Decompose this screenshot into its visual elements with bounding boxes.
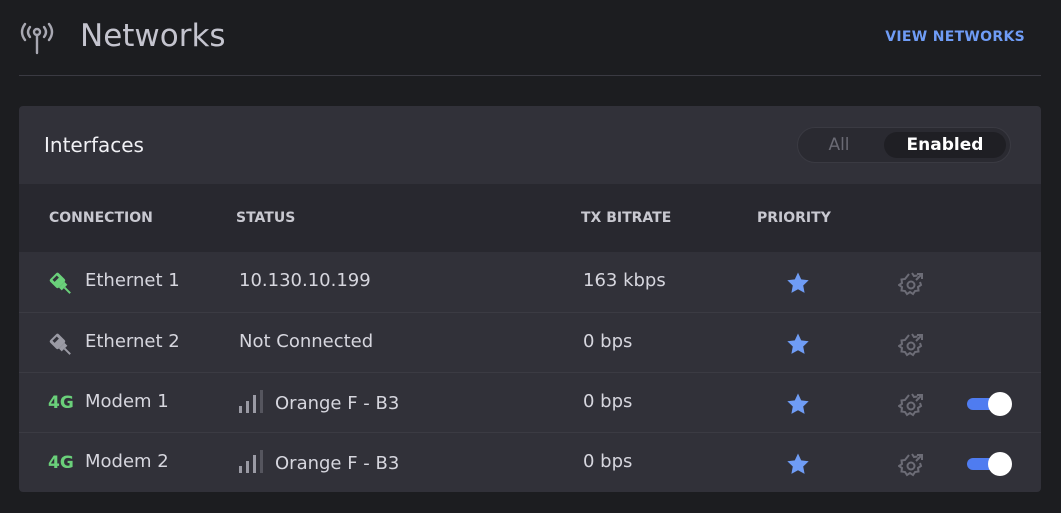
antenna-icon <box>20 22 54 55</box>
column-priority: PRIORITY <box>757 210 831 226</box>
toggle-knob <box>988 392 1012 416</box>
filter-all[interactable]: All <box>828 135 850 155</box>
page-title: Networks <box>80 18 226 54</box>
settings-gear-icon[interactable] <box>897 450 926 483</box>
priority-star-icon[interactable] <box>786 332 810 361</box>
table-row: Ethernet 1 10.130.10.199 163 kbps <box>19 252 1041 312</box>
tx-bitrate: 0 bps <box>583 451 633 472</box>
column-tx-bitrate: TX BITRATE <box>581 210 672 226</box>
status-text: Orange F - B3 <box>275 393 400 414</box>
settings-gear-icon[interactable] <box>897 269 926 302</box>
connection-name: Ethernet 2 <box>85 331 180 352</box>
signal-bars-icon <box>239 390 263 413</box>
card-title: Interfaces <box>44 133 144 157</box>
status-text: 10.130.10.199 <box>239 270 371 291</box>
priority-star-icon[interactable] <box>786 452 810 481</box>
column-status: STATUS <box>236 210 296 226</box>
table-header: CONNECTION STATUS TX BITRATE PRIORITY <box>19 184 1041 252</box>
enable-toggle[interactable] <box>967 392 1013 416</box>
divider <box>19 75 1041 76</box>
4g-badge: 4G <box>48 393 74 413</box>
table-row: 4G Modem 1 Orange F - B3 0 bps <box>19 372 1041 432</box>
tx-bitrate: 163 kbps <box>583 270 666 291</box>
table-row: Ethernet 2 Not Connected 0 bps <box>19 312 1041 372</box>
settings-gear-icon[interactable] <box>897 390 926 423</box>
priority-star-icon[interactable] <box>786 271 810 300</box>
view-networks-link[interactable]: VIEW NETWORKS <box>885 29 1025 45</box>
signal-bars-icon <box>239 450 263 473</box>
priority-star-icon[interactable] <box>786 392 810 421</box>
tx-bitrate: 0 bps <box>583 331 633 352</box>
tx-bitrate: 0 bps <box>583 391 633 412</box>
filter-toggle: All Enabled <box>797 127 1011 163</box>
4g-badge: 4G <box>48 453 74 473</box>
status-text: Orange F - B3 <box>275 453 400 474</box>
ethernet-plug-icon <box>49 272 71 294</box>
status-text: Not Connected <box>239 331 374 352</box>
ethernet-plug-icon <box>49 333 71 355</box>
table-row: 4G Modem 2 Orange F - B3 0 bps <box>19 432 1041 492</box>
column-connection: CONNECTION <box>49 210 153 226</box>
connection-name: Modem 1 <box>85 391 169 412</box>
toggle-knob <box>988 452 1012 476</box>
page-header: Networks VIEW NETWORKS <box>0 0 1061 76</box>
interfaces-card: Interfaces All Enabled CONNECTION STATUS… <box>19 106 1041 492</box>
filter-enabled[interactable]: Enabled <box>884 132 1006 158</box>
enable-toggle[interactable] <box>967 452 1013 476</box>
connection-name: Modem 2 <box>85 451 169 472</box>
settings-gear-icon[interactable] <box>897 330 926 363</box>
connection-name: Ethernet 1 <box>85 270 180 291</box>
